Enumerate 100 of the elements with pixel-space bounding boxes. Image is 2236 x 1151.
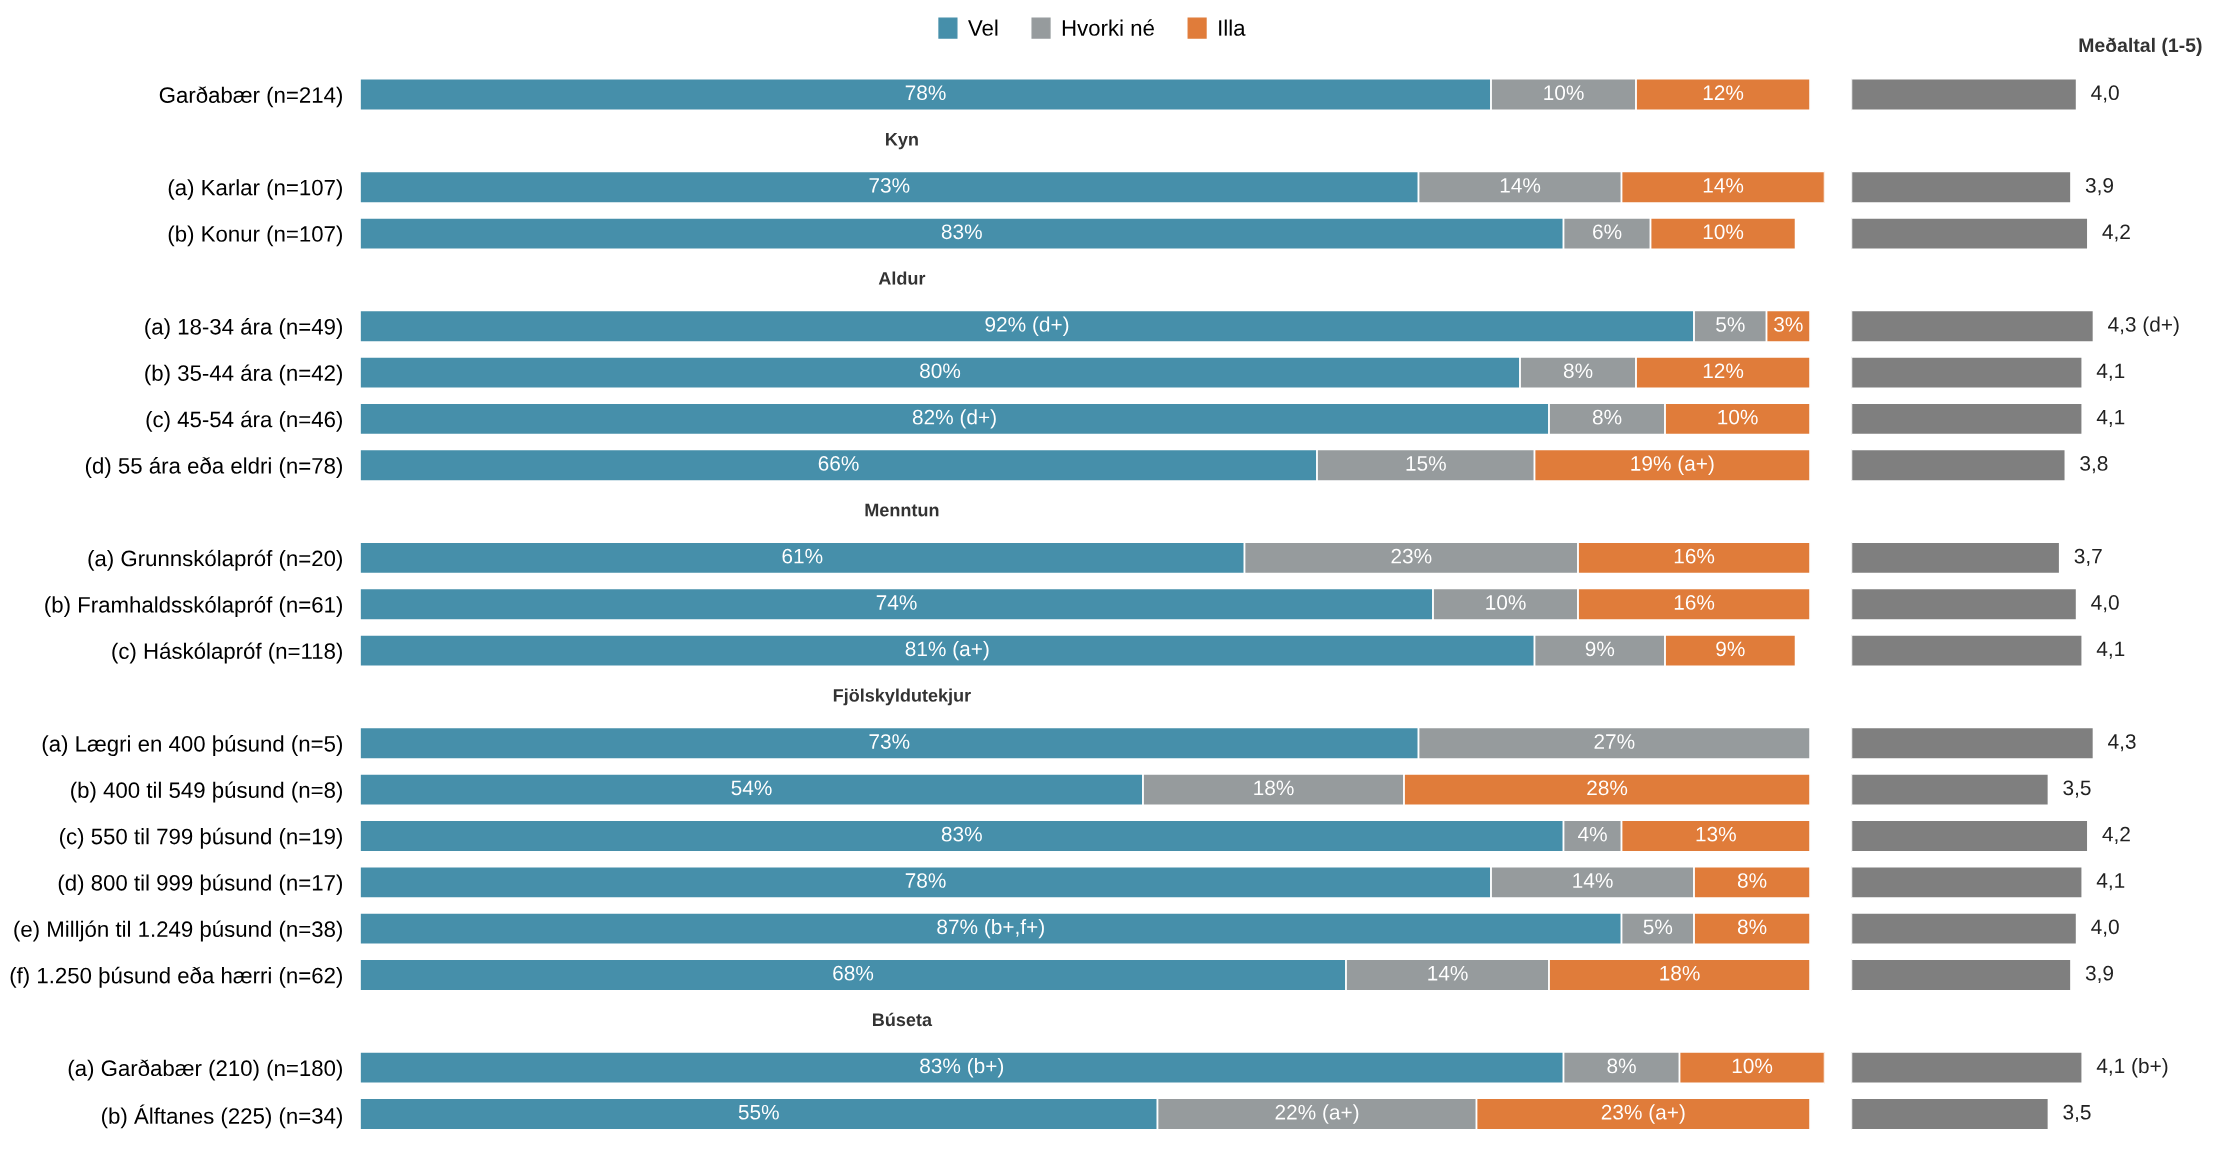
data-label: 83% (b+) [920, 1057, 1004, 1078]
data-label: 10% [1703, 224, 1744, 240]
data-label: 14% [1703, 178, 1744, 193]
data-label: 9% [1716, 641, 1745, 657]
y-tick-label: Búseta [873, 1012, 933, 1027]
data-label: 14% [1500, 178, 1541, 193]
data-label: 23% [1391, 548, 1432, 564]
data-label: 4,3 (d+) [2108, 316, 2179, 336]
y-tick-label: (c) Háskólapróf (n=118) [112, 642, 342, 664]
data-label: 8% [1737, 919, 1767, 935]
bar [1851, 634, 2084, 668]
data-label: 3,8 [2080, 456, 2108, 474]
data-label: 66% [818, 456, 859, 471]
data-label: 10% [1718, 409, 1758, 425]
bar [1851, 448, 2067, 482]
data-label: 5% [1643, 919, 1673, 935]
bar [1851, 958, 2072, 992]
legend-label: Hvorki né [1062, 19, 1154, 36]
data-label: 4,1 [2096, 641, 2125, 659]
y-tick-label: (b) 400 til 549 þúsund (n=8) [71, 781, 342, 803]
data-label: 16% [1674, 548, 1715, 564]
data-label: 87% (b+,f+) [937, 918, 1044, 939]
data-label: 3,9 [2085, 178, 2114, 196]
bar [1851, 1097, 2050, 1131]
bar [1851, 912, 2078, 946]
data-label: 4,0 [2091, 85, 2119, 103]
data-label: 15% [1406, 456, 1446, 471]
data-label: 4,2 [2102, 826, 2130, 845]
data-label: 8% [1607, 1058, 1636, 1074]
data-label: 4,3 [2108, 734, 2136, 752]
y-tick-label: (c) 45-54 ára (n=46) [146, 410, 342, 432]
y-tick-label: (a) Karlar (n=107) [168, 179, 342, 200]
bar [1851, 819, 2089, 853]
data-label: 10% [1486, 595, 1526, 610]
data-label: 23% (a+) [1601, 1104, 1685, 1124]
y-tick-label: (a) Grunnskólapróf (n=20) [88, 549, 342, 571]
y-tick-label: (e) Milljón til 1.249 þúsund (n=38) [14, 920, 342, 942]
data-label: 3,5 [2063, 780, 2091, 798]
data-label: 73% [869, 734, 910, 749]
bar [1851, 216, 2089, 251]
data-label: 68% [833, 965, 874, 981]
bar [1851, 865, 2084, 899]
data-label: 74% [876, 595, 917, 610]
data-label: 8% [1592, 409, 1622, 425]
data-label: 80% [920, 363, 961, 379]
y-tick-label: Aldur [878, 271, 926, 285]
bar [1851, 170, 2072, 204]
data-label: 19% (a+) [1631, 455, 1714, 475]
data-label: 18% [1660, 965, 1700, 981]
data-label: 83% [941, 224, 982, 240]
data-label: 81% (a+) [905, 640, 989, 661]
data-label: 4,0 [2091, 919, 2119, 937]
data-label: 8% [1563, 363, 1593, 379]
data-label: 9% [1585, 641, 1615, 657]
y-tick-label: (b) Konur (n=107) [168, 225, 342, 247]
data-label: 78% [905, 85, 946, 101]
data-label: 18% [1254, 780, 1294, 796]
data-label: 61% [782, 548, 823, 564]
y-tick-label: Fjölskyldutekjur [833, 688, 971, 706]
text: Meðaltal (1-5) [2079, 37, 2202, 56]
data-label: 10% [1732, 1058, 1773, 1074]
bar [1851, 309, 2095, 343]
data-label: 3,7 [2074, 548, 2102, 566]
data-label: 4,1 [2096, 873, 2125, 891]
y-tick-label: (b) Framhaldsskólapróf (n=61) [45, 596, 342, 618]
data-label: 4,1 [2096, 363, 2125, 381]
bar [1851, 773, 2050, 807]
bar [1851, 541, 2061, 575]
data-label: 54% [731, 780, 772, 796]
data-label: 5% [1716, 317, 1745, 332]
y-tick-label: Kyn [886, 133, 918, 150]
bar [1851, 726, 2095, 760]
data-label: 14% [1428, 965, 1468, 981]
bar [1851, 77, 2078, 112]
y-tick-label: Garðabær (n=214) [159, 86, 342, 108]
data-label: 92% (d+) [985, 316, 1069, 336]
data-label: 3,5 [2063, 1104, 2091, 1123]
data-label: 4,2 [2102, 224, 2130, 242]
data-label: 28% [1587, 780, 1628, 796]
data-label: 78% [905, 873, 946, 888]
y-tick-label: (a) 18-34 ára (n=49) [145, 318, 342, 340]
bar [1851, 402, 2084, 436]
y-tick-label: (a) Garðabær (210) (n=180) [68, 1059, 342, 1081]
data-label: 4,1 [2096, 409, 2125, 427]
legend-label: Illa [1219, 19, 1246, 36]
data-label: 82% (d+) [912, 409, 996, 429]
data-label: 8% [1737, 873, 1767, 888]
y-tick-label: (d) 55 ára eða eldri (n=78) [85, 457, 342, 479]
data-label: 6% [1593, 224, 1622, 240]
data-label: 4,0 [2091, 595, 2119, 613]
legend-label: Vel [968, 19, 998, 36]
data-label: 55% [738, 1104, 779, 1120]
y-tick-label: (c) 550 til 799 þúsund (n=19) [59, 827, 342, 849]
data-label: 16% [1674, 595, 1715, 610]
data-label: 22% (a+) [1275, 1104, 1359, 1124]
data-label: 3% [1774, 317, 1803, 332]
y-tick-label: (b) 35-44 ára (n=42) [145, 364, 342, 386]
data-label: 12% [1703, 85, 1744, 101]
data-label: 14% [1573, 873, 1613, 888]
data-label: 13% [1696, 826, 1736, 842]
